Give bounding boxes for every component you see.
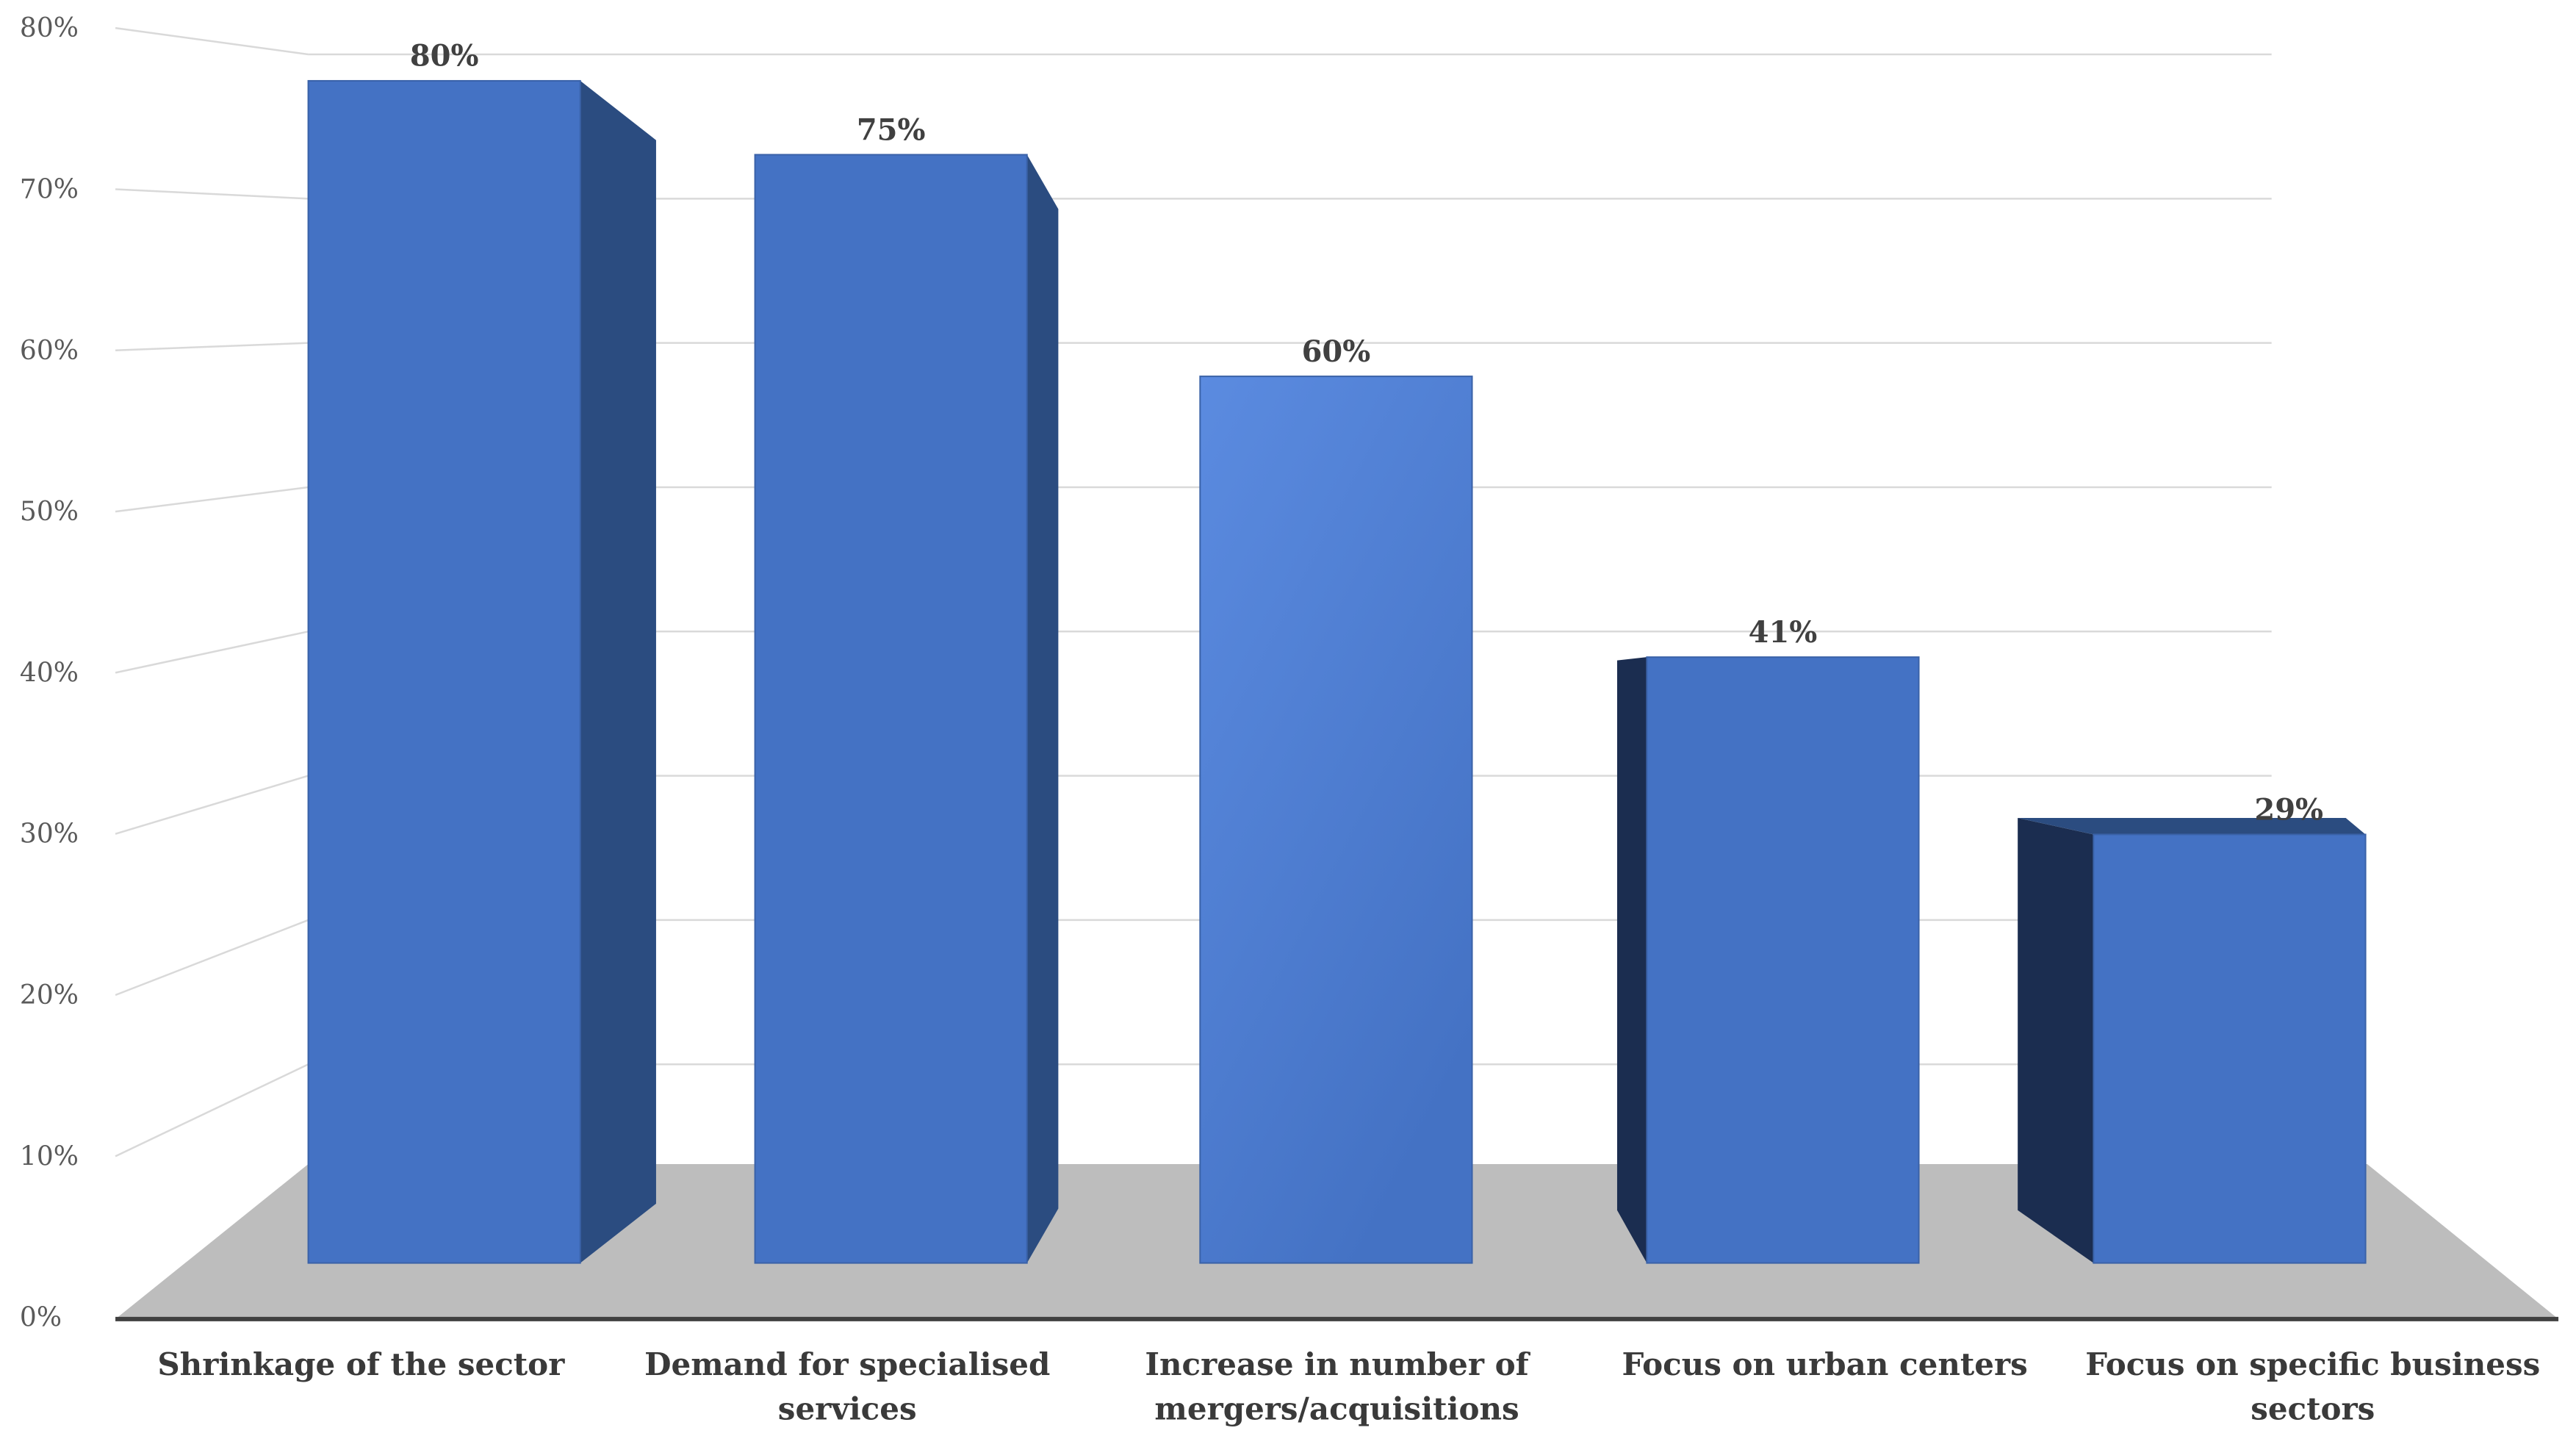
data-label: 29% <box>2254 792 2323 827</box>
data-labels: 80% 75% 60% 41% 29% <box>410 39 2323 828</box>
bar <box>754 154 1028 1264</box>
data-label: 80% <box>410 39 479 73</box>
gridline-diagonal <box>115 775 309 835</box>
gridline-diagonal <box>115 342 309 352</box>
y-tick-label: 20% <box>20 980 79 1010</box>
bar <box>1199 376 1473 1264</box>
bars <box>307 79 2367 1264</box>
category-label: mergers/acquisitions <box>1154 1391 1519 1427</box>
gridline-diagonal <box>115 188 309 200</box>
bar <box>307 79 581 1264</box>
y-tick-label: 0% <box>20 1303 62 1333</box>
y-axis-tick-labels: 0% 10% 20% 30% 40% 50% 60% 70% 80% <box>20 13 79 1332</box>
gridline-diagonal <box>115 919 309 997</box>
gridline-diagonal <box>115 1063 309 1157</box>
category-label: Shrinkage of the sector <box>157 1346 565 1382</box>
bar-side-face <box>580 80 656 1263</box>
category-label: Focus on urban centers <box>1622 1346 2028 1382</box>
category-label: Focus on specific business <box>2085 1346 2540 1382</box>
bar <box>1646 656 1920 1264</box>
y-tick-label: 80% <box>20 13 79 43</box>
category-label: sectors <box>2251 1391 2375 1427</box>
bar-side-face <box>1616 657 1647 1263</box>
category-label: services <box>778 1391 917 1427</box>
y-tick-label: 40% <box>20 658 79 688</box>
y-tick-label: 10% <box>20 1141 79 1171</box>
bar-top-face <box>2018 818 2366 835</box>
y-tick-label: 60% <box>20 336 79 366</box>
data-label: 41% <box>1749 615 1818 650</box>
y-tick-label: 70% <box>20 174 79 204</box>
gridline-diagonal <box>115 631 309 674</box>
category-label: Demand for specialised <box>644 1346 1050 1382</box>
category-labels: Shrinkage of the sector Demand for specia… <box>157 1346 2540 1427</box>
bar-side-face <box>2018 818 2094 1263</box>
bar <box>2093 833 2367 1264</box>
gridline-diagonal <box>115 26 309 56</box>
y-tick-label: 50% <box>20 497 79 527</box>
gridline-diagonal <box>115 486 309 513</box>
data-label: 60% <box>1302 334 1371 369</box>
data-label: 75% <box>857 112 926 147</box>
category-label: Increase in number of <box>1145 1346 1530 1382</box>
bar-side-face <box>1026 154 1059 1263</box>
y-tick-label: 30% <box>20 819 79 850</box>
